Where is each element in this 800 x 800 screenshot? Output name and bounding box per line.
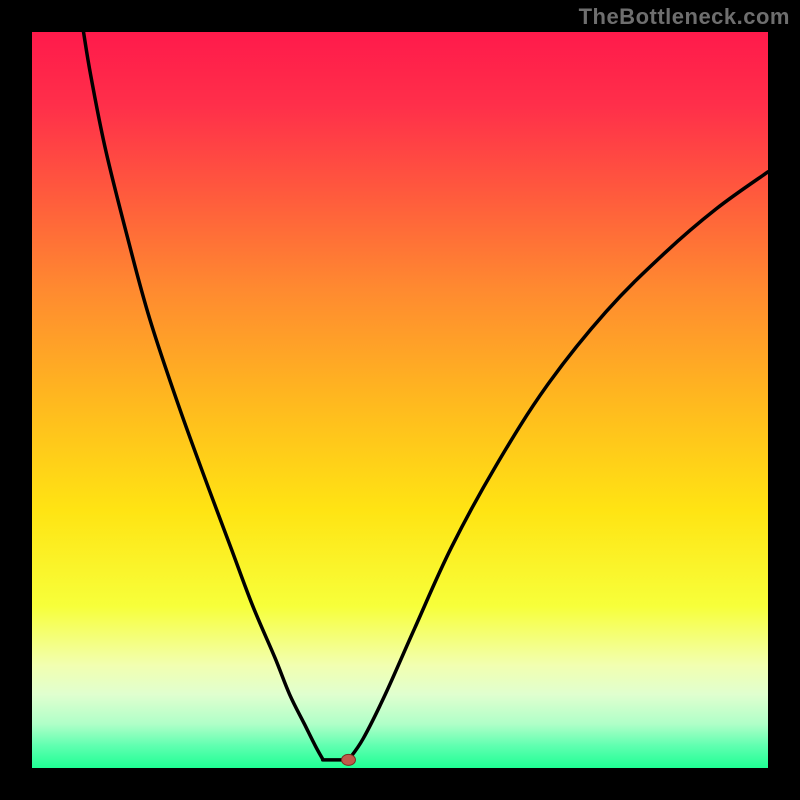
chart-frame: TheBottleneck.com — [0, 0, 800, 800]
watermark-text: TheBottleneck.com — [579, 4, 790, 30]
optimal-point-marker — [341, 754, 355, 765]
bottleneck-curve-plot — [32, 32, 768, 768]
